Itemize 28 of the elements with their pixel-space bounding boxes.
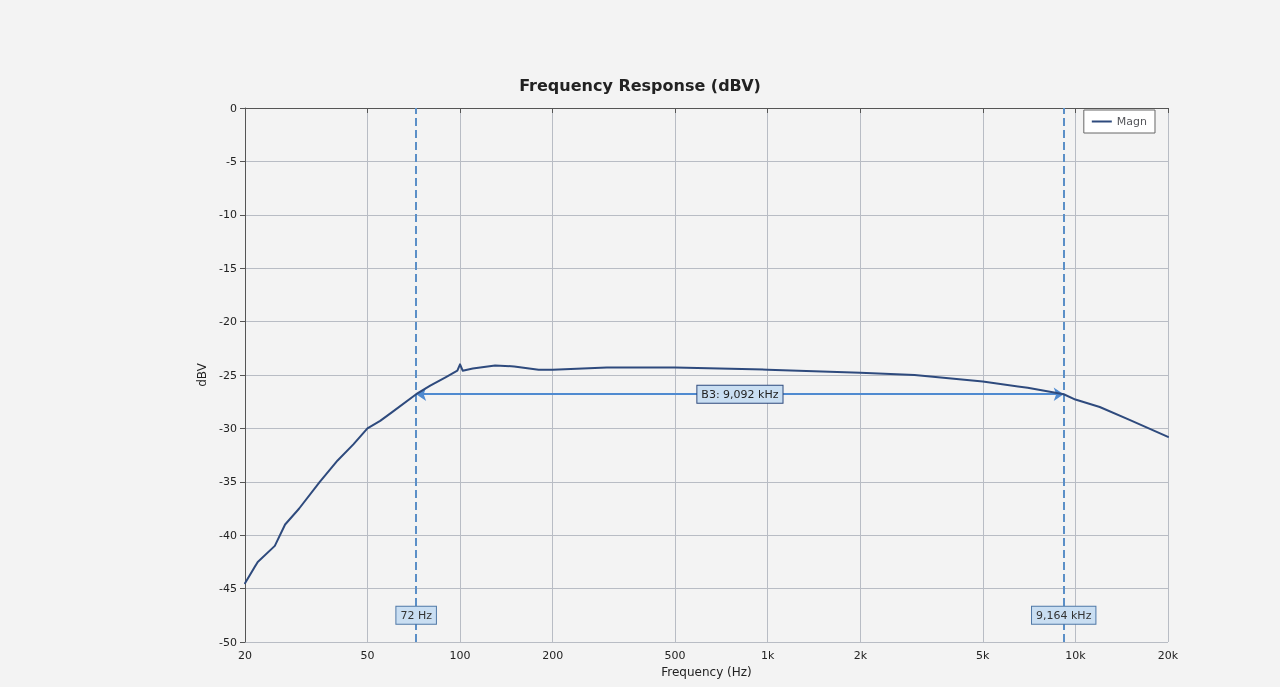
ref-line-label: 72 Hz bbox=[400, 608, 433, 622]
y-tick-label: -50 bbox=[219, 635, 237, 649]
legend-label: Magn bbox=[1116, 115, 1148, 128]
x-tick-label: 500 bbox=[664, 649, 686, 662]
y-axis-title: dBV bbox=[195, 362, 210, 387]
chart-title: Frequency Response (dBV) bbox=[519, 75, 761, 95]
y-tick-label: -25 bbox=[219, 368, 237, 382]
x-tick-label: 10k bbox=[1065, 649, 1087, 662]
x-tick-label: 100 bbox=[449, 649, 471, 662]
y-tick-label: -20 bbox=[219, 315, 237, 329]
x-tick-label: 5k bbox=[976, 649, 991, 662]
y-tick-label: -40 bbox=[219, 528, 237, 542]
y-tick-label: -10 bbox=[219, 208, 237, 222]
y-tick-label: 0 bbox=[230, 101, 237, 115]
y-tick-label: -5 bbox=[226, 154, 237, 168]
ref-line-label: 9,164 kHz bbox=[1036, 608, 1092, 622]
x-tick-label: 20k bbox=[1157, 649, 1179, 662]
x-tick-label: 50 bbox=[360, 649, 375, 662]
x-axis-title: Frequency (Hz) bbox=[661, 664, 752, 679]
y-tick-label: -30 bbox=[219, 421, 237, 435]
x-tick-label: 2k bbox=[853, 649, 868, 662]
x-tick-label: 200 bbox=[542, 649, 564, 662]
y-tick-label: -45 bbox=[219, 582, 237, 596]
y-tick-label: -35 bbox=[219, 475, 237, 489]
x-tick-label: 20 bbox=[238, 649, 252, 662]
y-tick-label: -15 bbox=[219, 261, 237, 275]
annotation: B3: 9,092 kHz bbox=[701, 387, 779, 401]
x-tick-label: 1k bbox=[761, 649, 776, 662]
